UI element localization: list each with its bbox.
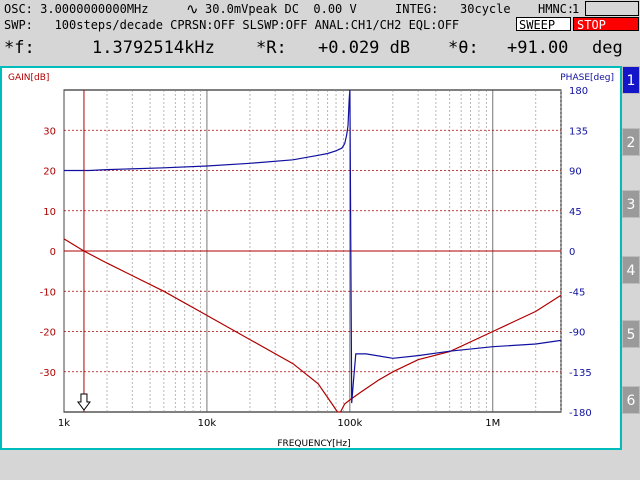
frequency-axis-label: FREQUENCY[Hz] bbox=[277, 439, 350, 448]
sine-icon: ∿ bbox=[186, 0, 199, 18]
sweep-button[interactable]: SWEEP bbox=[516, 17, 571, 32]
trace-tab-5[interactable]: 5 bbox=[622, 320, 640, 348]
series-lines bbox=[63, 89, 562, 413]
phase-tick-label: 90 bbox=[569, 167, 582, 178]
gain-tick-label: 20 bbox=[43, 167, 56, 178]
phase-tick-label: 0 bbox=[569, 247, 575, 258]
stop-button[interactable]: STOP bbox=[573, 17, 639, 32]
phase-marker-label: *θ: bbox=[448, 38, 479, 58]
frequency-marker[interactable] bbox=[76, 90, 91, 412]
trace-tab-1[interactable]: 1 bbox=[622, 66, 640, 94]
gain-tick-label: -10 bbox=[40, 287, 56, 298]
trace-tab-6[interactable]: 6 bbox=[622, 386, 640, 414]
osc-frequency: OSC: 3.0000000000MHz bbox=[4, 2, 149, 16]
gain-axis-label: GAIN[dB] bbox=[8, 73, 49, 83]
phase-tick-label: -90 bbox=[569, 328, 585, 339]
marker-arrow-icon bbox=[76, 393, 91, 411]
phase-trace bbox=[64, 89, 562, 404]
harmonic-label: HMNC: bbox=[538, 2, 575, 16]
harmonic-field[interactable] bbox=[585, 1, 639, 16]
freq-tick-label: 100k bbox=[337, 418, 362, 429]
trace-tab-2[interactable]: 2 bbox=[622, 128, 640, 156]
plot-frame: GAIN[dB] PHASE[deg] FREQUENCY[Hz] 30 20 10… bbox=[0, 66, 622, 450]
trace-tab-3[interactable]: 3 bbox=[622, 190, 640, 218]
sweep-settings: SWP: 100steps/decade CPRSN:OFF SLSWP:OFF… bbox=[4, 18, 460, 32]
phase-tick-label: 45 bbox=[569, 207, 582, 218]
phase-marker-unit: deg bbox=[592, 38, 623, 58]
phase-marker-value: +91.00 bbox=[507, 38, 569, 58]
gain-marker-value: +0.029 dB bbox=[318, 38, 411, 58]
harmonic-value: 1 bbox=[572, 2, 580, 16]
freq-tick-label: 10k bbox=[198, 418, 217, 429]
gain-marker-label: *R: bbox=[256, 38, 287, 58]
tick-labels: 30 20 10 0 -10 -20 -30 180 135 90 45 0 -45 -90 -135 -18… bbox=[40, 86, 592, 429]
integration-setting: INTEG: 30cycle bbox=[395, 2, 511, 16]
gain-tick-label: 0 bbox=[50, 247, 56, 258]
grid bbox=[63, 89, 562, 413]
trace-tab-4[interactable]: 4 bbox=[622, 256, 640, 284]
gain-tick-label: 10 bbox=[43, 207, 56, 218]
gain-tick-label: -20 bbox=[40, 328, 56, 339]
phase-tick-label: 135 bbox=[569, 126, 588, 137]
phase-axis-label: PHASE[deg] bbox=[560, 73, 614, 83]
freq-marker-label: *f: bbox=[4, 38, 35, 58]
bode-plot[interactable]: GAIN[dB] PHASE[deg] FREQUENCY[Hz] 30 20 10… bbox=[2, 68, 620, 449]
phase-tick-label: -45 bbox=[569, 287, 585, 298]
freq-tick-label: 1k bbox=[58, 418, 70, 429]
gain-trace bbox=[63, 238, 562, 413]
freq-tick-label: 1M bbox=[485, 418, 500, 429]
phase-tick-label: -180 bbox=[569, 408, 592, 419]
freq-marker-value: 1.3792514kHz bbox=[92, 38, 215, 58]
osc-amplitude: 30.0mVpeak DC 0.00 V bbox=[205, 2, 357, 16]
phase-tick-label: -135 bbox=[569, 368, 592, 379]
gain-tick-label: 30 bbox=[43, 126, 56, 137]
gain-tick-label: -30 bbox=[40, 368, 56, 379]
phase-tick-label: 180 bbox=[569, 86, 588, 97]
